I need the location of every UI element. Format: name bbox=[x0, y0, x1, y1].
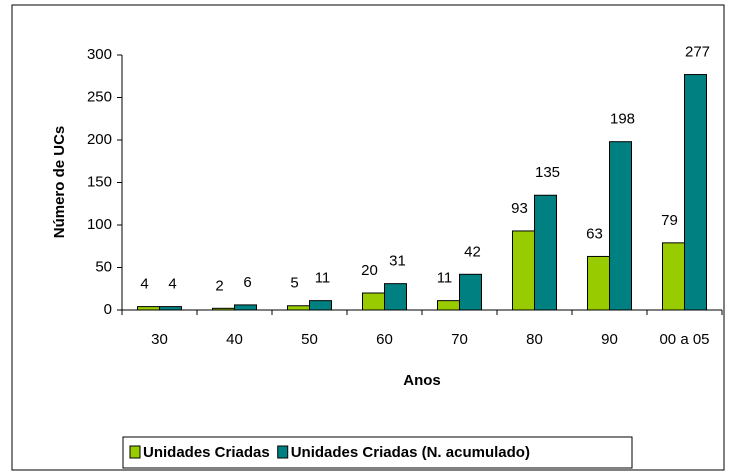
x-tick-label: 40 bbox=[226, 331, 243, 348]
bar-value-label: 277 bbox=[685, 44, 710, 61]
y-tick-label: 200 bbox=[87, 131, 112, 148]
legend-label: Unidades Criadas (N. acumulado) bbox=[291, 444, 530, 461]
y-tick-label: 0 bbox=[104, 301, 112, 318]
x-tick-label: 00 a 05 bbox=[659, 331, 709, 348]
legend-label: Unidades Criadas bbox=[143, 444, 270, 461]
bar-value-label: 63 bbox=[586, 225, 603, 242]
bar bbox=[512, 230, 535, 311]
bar bbox=[212, 307, 235, 311]
bar-value-label: 11 bbox=[437, 270, 453, 287]
bar bbox=[437, 300, 460, 311]
bar-value-label: 93 bbox=[511, 200, 528, 217]
bar-value-label: 4 bbox=[168, 276, 176, 293]
bar-value-label: 4 bbox=[140, 276, 148, 293]
y-tick-label: 50 bbox=[95, 258, 112, 275]
legend-swatch bbox=[129, 445, 141, 459]
bar bbox=[684, 74, 707, 311]
bar-value-label: 20 bbox=[361, 262, 378, 279]
x-tick-label: 30 bbox=[151, 331, 168, 348]
bar bbox=[384, 283, 407, 311]
bar bbox=[362, 292, 385, 311]
bar bbox=[234, 304, 257, 311]
x-tick-label: 70 bbox=[451, 331, 468, 348]
bar bbox=[159, 306, 182, 311]
bar bbox=[459, 273, 482, 311]
legend-box bbox=[122, 436, 633, 469]
bar bbox=[609, 141, 632, 311]
bar-value-label: 6 bbox=[243, 274, 251, 291]
bar bbox=[587, 255, 610, 311]
chart-frame bbox=[11, 4, 725, 471]
bar-value-label: 2 bbox=[215, 277, 223, 294]
y-axis-label: Número de UCs bbox=[51, 126, 68, 239]
bar bbox=[309, 300, 332, 311]
bar-value-label: 79 bbox=[661, 212, 678, 229]
y-tick-label: 300 bbox=[87, 46, 112, 63]
bar-value-label: 31 bbox=[389, 253, 406, 270]
bar-value-label: 198 bbox=[610, 111, 635, 128]
legend-swatch bbox=[277, 445, 289, 459]
x-axis-label: Anos bbox=[403, 372, 441, 389]
x-tick-label: 90 bbox=[601, 331, 618, 348]
x-tick-label: 80 bbox=[526, 331, 543, 348]
bar-value-label: 42 bbox=[464, 243, 481, 260]
y-tick-label: 100 bbox=[87, 216, 112, 233]
x-tick-label: 50 bbox=[301, 331, 318, 348]
bar-value-label: 135 bbox=[535, 164, 560, 181]
y-tick-label: 250 bbox=[87, 88, 112, 105]
bar bbox=[137, 306, 160, 311]
bar bbox=[287, 305, 310, 311]
bar-value-label: 11 bbox=[315, 270, 331, 287]
bar-value-label: 5 bbox=[290, 275, 298, 292]
x-tick-label: 60 bbox=[376, 331, 393, 348]
bar bbox=[534, 194, 557, 311]
y-tick-label: 150 bbox=[87, 173, 112, 190]
bar bbox=[662, 242, 685, 311]
